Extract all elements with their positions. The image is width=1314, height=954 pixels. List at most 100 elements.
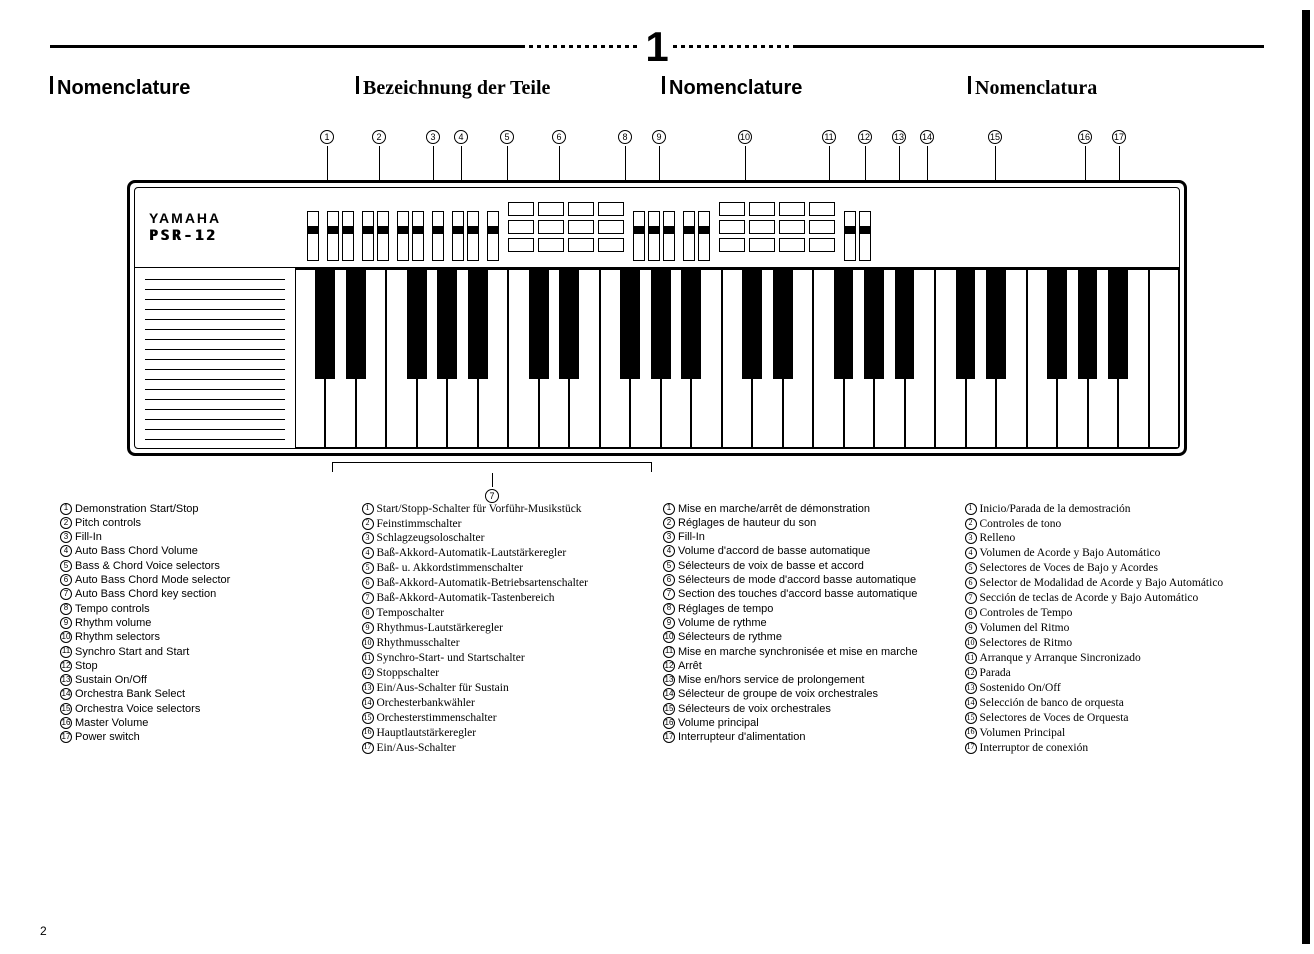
legend-item: 7Baß-Akkord-Automatik-Tastenbereich (362, 591, 652, 606)
section-title: Nomenclatura (968, 76, 1264, 100)
legend-item: 5Baß- u. Akkordstimmenschalter (362, 561, 652, 576)
callout-1: 1 (320, 130, 334, 183)
legend-item: 13Sostenido On/Off (965, 681, 1255, 696)
legend-item: 1Start/Stopp-Schalter für Vorführ-Musiks… (362, 502, 652, 517)
legend-item: 1Demonstration Start/Stop (60, 502, 350, 516)
legend-item: 16Hauptlautstärkeregler (362, 726, 652, 741)
legend-item: 15Selectores de Voces de Orquesta (965, 711, 1255, 726)
legend-item: 5Sélecteurs de voix de basse et accord (663, 559, 953, 573)
callout-17: 17 (1112, 130, 1126, 183)
legend-item: 1Inicio/Parada de la demostración (965, 502, 1255, 517)
control-panel: YAMAHA PSR-12 (135, 188, 1179, 268)
legend-item: 10Rhythmusschalter (362, 636, 652, 651)
legend-item: 14Sélecteur de groupe de voix orchestral… (663, 687, 953, 701)
legend-item: 4Volumen de Acorde y Bajo Automático (965, 546, 1255, 561)
legend-item: 2Réglages de hauteur du son (663, 516, 953, 530)
callout-12: 12 (858, 130, 872, 183)
legend-lists: 1Demonstration Start/Stop2Pitch controls… (50, 502, 1264, 756)
legend-item: 7Sección de teclas de Acorde y Bajo Auto… (965, 591, 1255, 606)
model-name: PSR-12 (149, 228, 301, 244)
section-title: Bezeichnung der Teile (356, 76, 652, 100)
legend-item: 13Mise en/hors service de prolongement (663, 673, 953, 687)
legend-item: 8Réglages de tempo (663, 602, 953, 616)
legend-item: 8Temposchalter (362, 606, 652, 621)
legend-item: 10Sélecteurs de rythme (663, 630, 953, 644)
legend-item: 5Selectores de Voces de Bajo y Acordes (965, 561, 1255, 576)
legend-item: 3Schlagzeugsoloschalter (362, 531, 652, 546)
legend-item: 6Sélecteurs de mode d'accord basse autom… (663, 573, 953, 587)
page-number: 2 (40, 924, 47, 938)
callout-6: 6 (552, 130, 566, 183)
callout-7: 7 (485, 489, 499, 503)
title-row: Nomenclature Bezeichnung der Teile Nomencl… (50, 76, 1264, 100)
keyboard-diagram: 123456891011121314151617 YAMAHA PSR-12 (127, 130, 1187, 472)
legend-item: 7Section des touches d'accord basse auto… (663, 587, 953, 601)
legend-item: 6Baß-Akkord-Automatik-Betriebsartenschal… (362, 576, 652, 591)
section-title: Nomenclature (662, 76, 958, 100)
legend-item: 9Volume de rythme (663, 616, 953, 630)
legend-item: 12Stoppschalter (362, 666, 652, 681)
legend-item: 14Orchestra Bank Select (60, 687, 350, 701)
callout-11: 11 (822, 130, 836, 183)
legend-item: 8Tempo controls (60, 602, 350, 616)
legend-item: 3Relleno (965, 531, 1255, 546)
callout-8: 8 (618, 130, 632, 183)
legend-item: 1Mise en marche/arrêt de démonstration (663, 502, 953, 516)
legend-item: 17Interruptor de conexión (965, 741, 1255, 756)
list-es: 1Inicio/Parada de la demostración2Contro… (965, 502, 1255, 756)
legend-item: 12Parada (965, 666, 1255, 681)
legend-item: 6Auto Bass Chord Mode selector (60, 573, 350, 587)
legend-item: 13Sustain On/Off (60, 673, 350, 687)
legend-item: 15Sélecteurs de voix orchestrales (663, 702, 953, 716)
legend-item: 12Arrêt (663, 659, 953, 673)
callout-14: 14 (920, 130, 934, 183)
legend-item: 3Fill-In (663, 530, 953, 544)
section-title: Nomenclature (50, 76, 346, 100)
callout-2: 2 (372, 130, 386, 183)
legend-item: 14Selección de banco de orquesta (965, 696, 1255, 711)
legend-item: 4Baß-Akkord-Automatik-Lautstärkeregler (362, 546, 652, 561)
legend-item: 4Auto Bass Chord Volume (60, 544, 350, 558)
legend-item: 14Orchesterbankwähler (362, 696, 652, 711)
callout-7-bracket: 7 (332, 462, 652, 472)
legend-item: 13Ein/Aus-Schalter für Sustain (362, 681, 652, 696)
callout-15: 15 (988, 130, 1002, 183)
legend-item: 9Rhythm volume (60, 616, 350, 630)
legend-item: 4Volume d'accord de basse automatique (663, 544, 953, 558)
list-en: 1Demonstration Start/Stop2Pitch controls… (60, 502, 350, 756)
legend-item: 2Controles de tono (965, 517, 1255, 532)
legend-item: 17Interrupteur d'alimentation (663, 730, 953, 744)
legend-item: 11Mise en marche synchronisée et mise en… (663, 645, 953, 659)
callout-16: 16 (1078, 130, 1092, 183)
legend-item: 3Fill-In (60, 530, 350, 544)
legend-item: 7Auto Bass Chord key section (60, 587, 350, 601)
legend-item: 15Orchesterstimmenschalter (362, 711, 652, 726)
brand-name: YAMAHA (149, 210, 301, 226)
legend-item: 8Controles de Tempo (965, 606, 1255, 621)
section-number: 1 (641, 30, 672, 64)
legend-item: 10Selectores de Ritmo (965, 636, 1255, 651)
legend-item: 16Volume principal (663, 716, 953, 730)
legend-item: 16Master Volume (60, 716, 350, 730)
callout-3: 3 (426, 130, 440, 183)
callout-10: 10 (738, 130, 752, 183)
legend-item: 17Power switch (60, 730, 350, 744)
scan-edge (1302, 10, 1310, 944)
section-rule: 1 (50, 30, 1264, 64)
callout-13: 13 (892, 130, 906, 183)
legend-item: 2Feinstimmschalter (362, 517, 652, 532)
callout-9: 9 (652, 130, 666, 183)
legend-item: 15Orchestra Voice selectors (60, 702, 350, 716)
callout-5: 5 (500, 130, 514, 183)
legend-item: 6Selector de Modalidad de Acorde y Bajo … (965, 576, 1255, 591)
legend-item: 17Ein/Aus-Schalter (362, 741, 652, 756)
speaker-grille (135, 268, 295, 448)
legend-item: 5Bass & Chord Voice selectors (60, 559, 350, 573)
legend-item: 11Synchro Start and Start (60, 645, 350, 659)
legend-item: 11Synchro-Start- und Startschalter (362, 651, 652, 666)
callout-4: 4 (454, 130, 468, 183)
legend-item: 12Stop (60, 659, 350, 673)
legend-item: 9Volumen del Ritmo (965, 621, 1255, 636)
legend-item: 9Rhythmus-Lautstärkeregler (362, 621, 652, 636)
legend-item: 16Volumen Principal (965, 726, 1255, 741)
